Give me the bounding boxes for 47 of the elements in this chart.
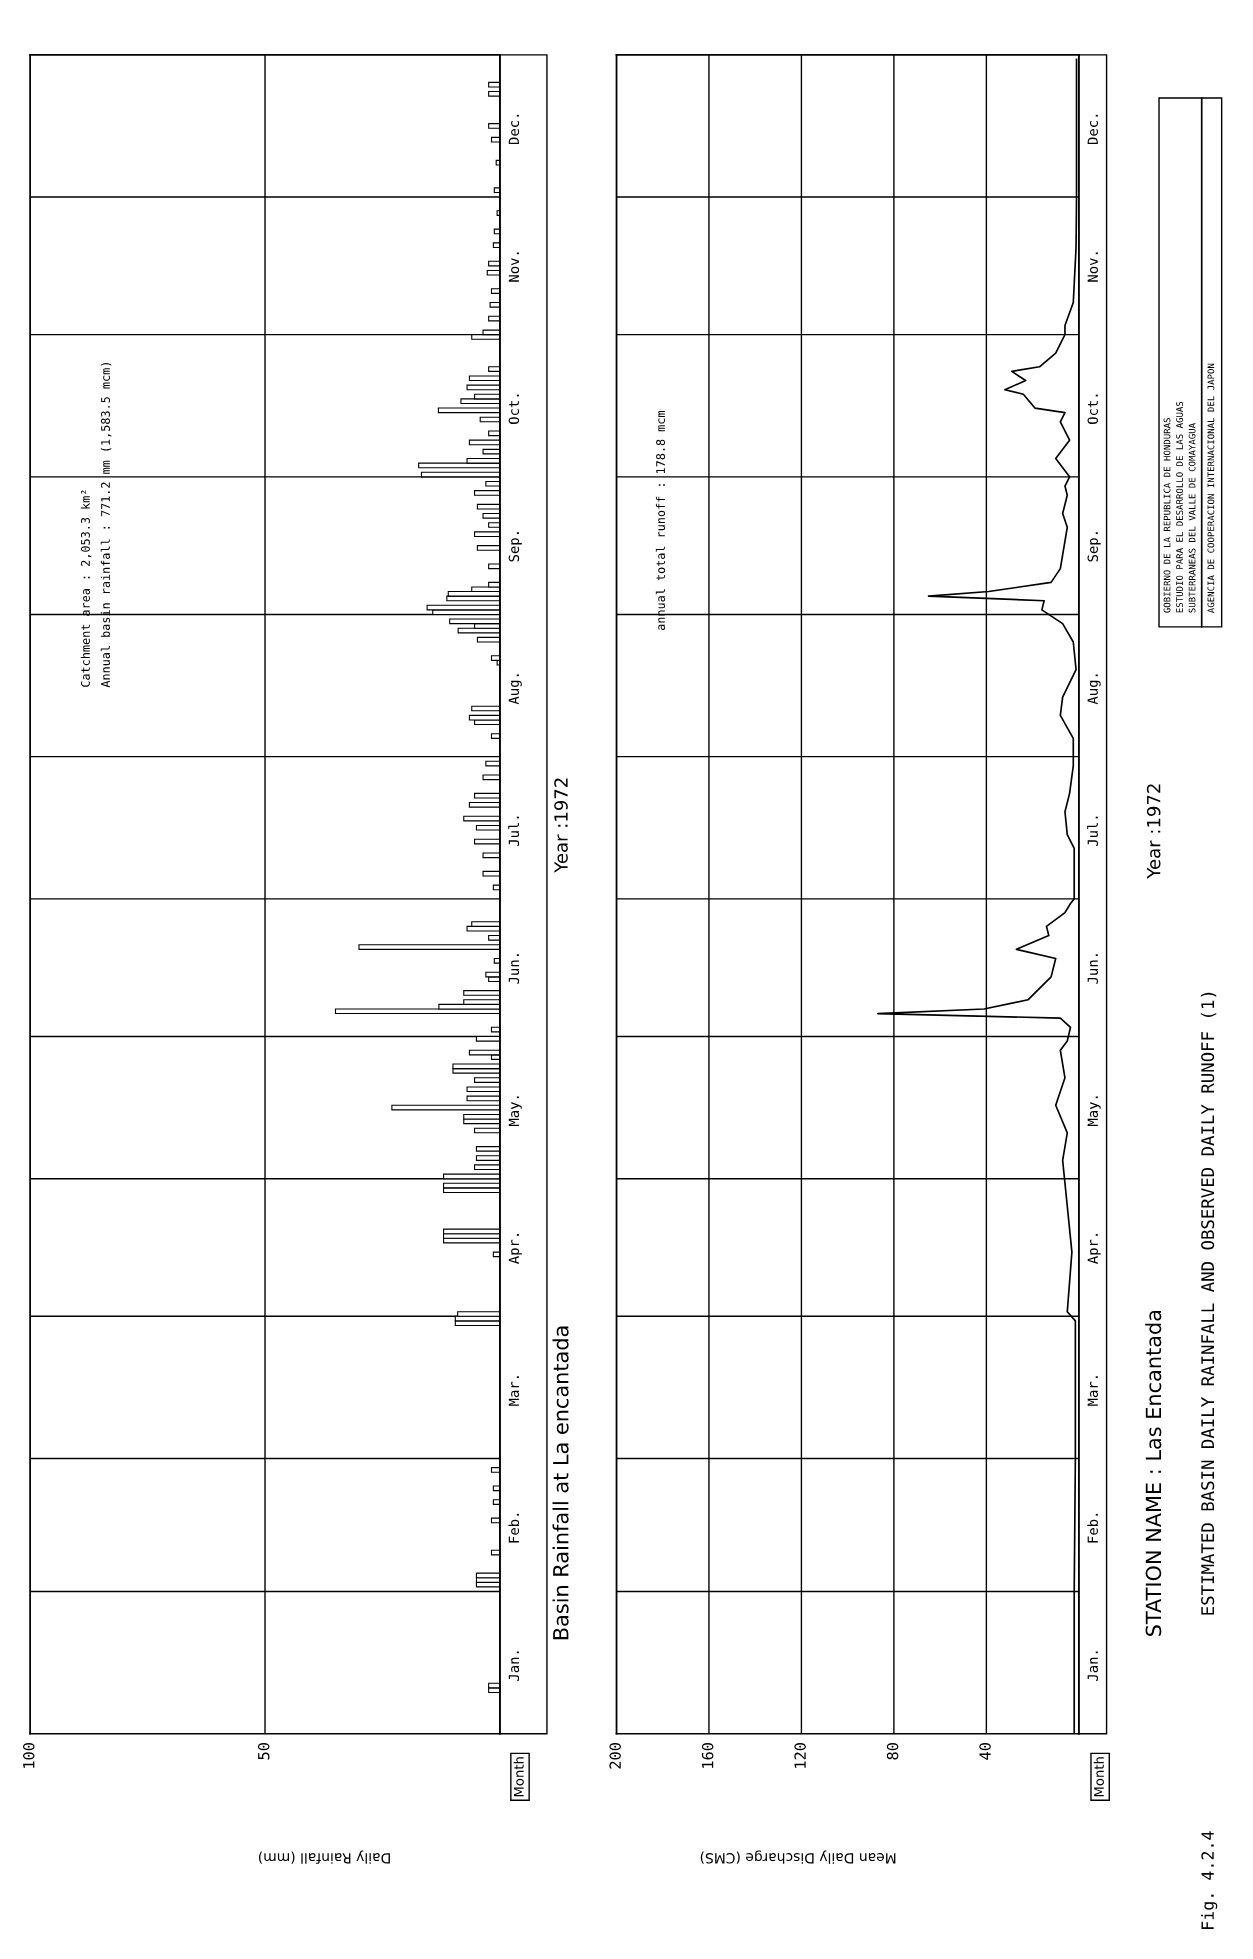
y-tick-label: Mar. [1087,1376,1098,1406]
y-tick-label: Feb. [1087,1513,1098,1543]
y-tick-label: Nov. [508,252,520,282]
y-tick-label: Aug. [1087,674,1101,705]
y-axis-title: Month [1093,1757,1104,1797]
y-axis-title: Month [513,1757,524,1797]
y-tick-label: Dec. [508,114,520,145]
x-tick-label: 160 [701,1743,714,1768]
annotation: Annual basin rainfall : 771.2 mm (1,583.5 mcm) [100,363,112,688]
y-tick-label: Jul. [1087,816,1098,847]
text: ESTUDIO PARA EL DESARROLLO DE LAS AGUAS [1176,401,1183,613]
text: Basin Rainfall at La encantada [552,1326,569,1640]
y-tick-label: Oct. [1087,394,1098,424]
y-tick-label: Aug. [508,674,522,705]
y-tick-label: Jan. [1087,1651,1098,1681]
y-tick-label: Jun. [508,954,520,984]
caption: Fig. 4.2.4 [1201,1831,1218,1929]
x-tick-label: 100 [22,1743,35,1768]
y-tick-label: Sep. [508,532,522,562]
text: SUBTERRANEAS DEL VALLE DE COMAYAGUA [1188,423,1196,613]
x-tick-label: 80 [886,1743,899,1760]
y-tick-label: May. [1087,1096,1101,1127]
text: Year :1972 [554,778,568,873]
y-tick-label: Nov. [1087,252,1098,282]
x-tick-label: 120 [794,1743,806,1768]
x-tick-label: 40 [979,1743,991,1760]
y-tick-label: Jun. [1087,954,1098,984]
y-tick-label: Jan. [508,1651,520,1681]
y-tick-label: Jul. [508,816,520,847]
text: GOBIERNO DE LA REPUBLICA DE HONDURAS [1163,418,1171,613]
text: AGENCIA DE COOPERACION INTERNACIONAL DEL JAPON [1207,363,1215,613]
y-tick-label: Feb. [508,1513,520,1543]
text: STATION NAME : Las Encantada [1145,1310,1162,1636]
annotation: annual total runoff : 178.8 mcm [655,411,666,631]
x-tick-label: 200 [609,1743,621,1769]
y-tick-label: May. [508,1096,522,1127]
y-tick-label: Dec. [1087,114,1098,145]
x-axis-title: Mean Daily Discharge (CMS) [700,1850,896,1864]
x-tick-label: 50 [257,1743,270,1760]
y-tick-label: Mar. [508,1376,520,1406]
y-tick-label: Apr. [1087,1234,1101,1264]
y-tick-label: Apr. [508,1234,522,1264]
text: Year :1972 [1146,784,1161,879]
y-tick-label: Oct. [508,394,520,424]
text: ESTIMATED BASIN DAILY RAINFALL AND OBSERVED DAILY RUNOFF (1) [1200,992,1217,1615]
x-axis-title: Daily Rainfall (mm) [258,1850,390,1864]
y-tick-label: Sep. [1087,532,1101,562]
